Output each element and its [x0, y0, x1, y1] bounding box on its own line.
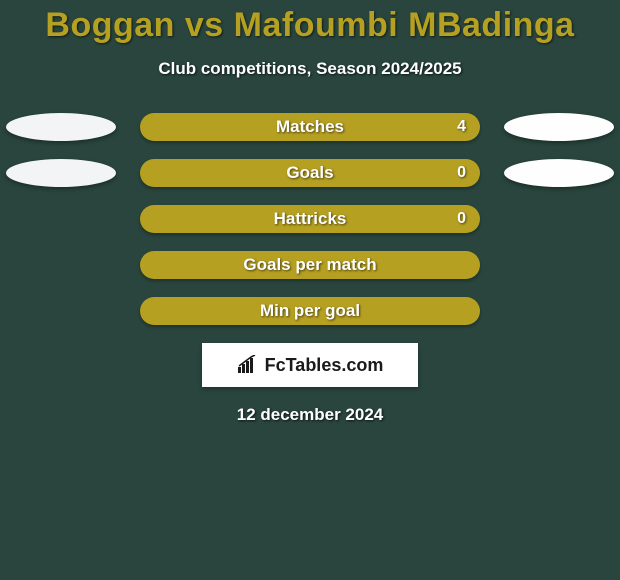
- metric-bar: Matches 4: [140, 113, 480, 141]
- player-right-oval: [504, 159, 614, 187]
- metric-value-right: 0: [457, 164, 466, 182]
- comparison-infographic: Boggan vs Mafoumbi MBadinga Club competi…: [0, 0, 620, 580]
- player-right-oval: [504, 113, 614, 141]
- metric-label: Matches: [276, 117, 344, 137]
- player-left-oval: [6, 113, 116, 141]
- metric-rows: Matches 4 Goals 0 Hattricks 0 Goals per match M…: [0, 113, 620, 325]
- metric-row: Hattricks 0: [0, 205, 620, 233]
- bar-chart-icon: [237, 355, 259, 375]
- footer-date: 12 december 2024: [0, 405, 620, 425]
- metric-label: Goals: [286, 163, 333, 183]
- metric-bar: Goals 0: [140, 159, 480, 187]
- brand-text: FcTables.com: [265, 355, 384, 376]
- metric-value-right: 0: [457, 210, 466, 228]
- metric-row: Goals per match: [0, 251, 620, 279]
- page-subtitle: Club competitions, Season 2024/2025: [0, 59, 620, 79]
- metric-row: Matches 4: [0, 113, 620, 141]
- metric-bar: Min per goal: [140, 297, 480, 325]
- page-title: Boggan vs Mafoumbi MBadinga: [0, 0, 620, 45]
- metric-value-right: 4: [457, 118, 466, 136]
- metric-bar: Hattricks 0: [140, 205, 480, 233]
- metric-row: Min per goal: [0, 297, 620, 325]
- metric-label: Goals per match: [243, 255, 376, 275]
- player-left-oval: [6, 159, 116, 187]
- metric-label: Min per goal: [260, 301, 360, 321]
- metric-row: Goals 0: [0, 159, 620, 187]
- brand-badge[interactable]: FcTables.com: [202, 343, 418, 387]
- metric-label: Hattricks: [274, 209, 347, 229]
- metric-bar: Goals per match: [140, 251, 480, 279]
